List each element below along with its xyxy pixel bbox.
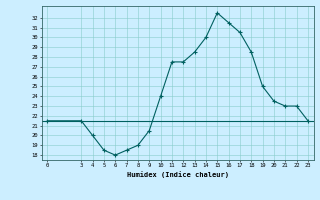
X-axis label: Humidex (Indice chaleur): Humidex (Indice chaleur) — [127, 171, 228, 178]
